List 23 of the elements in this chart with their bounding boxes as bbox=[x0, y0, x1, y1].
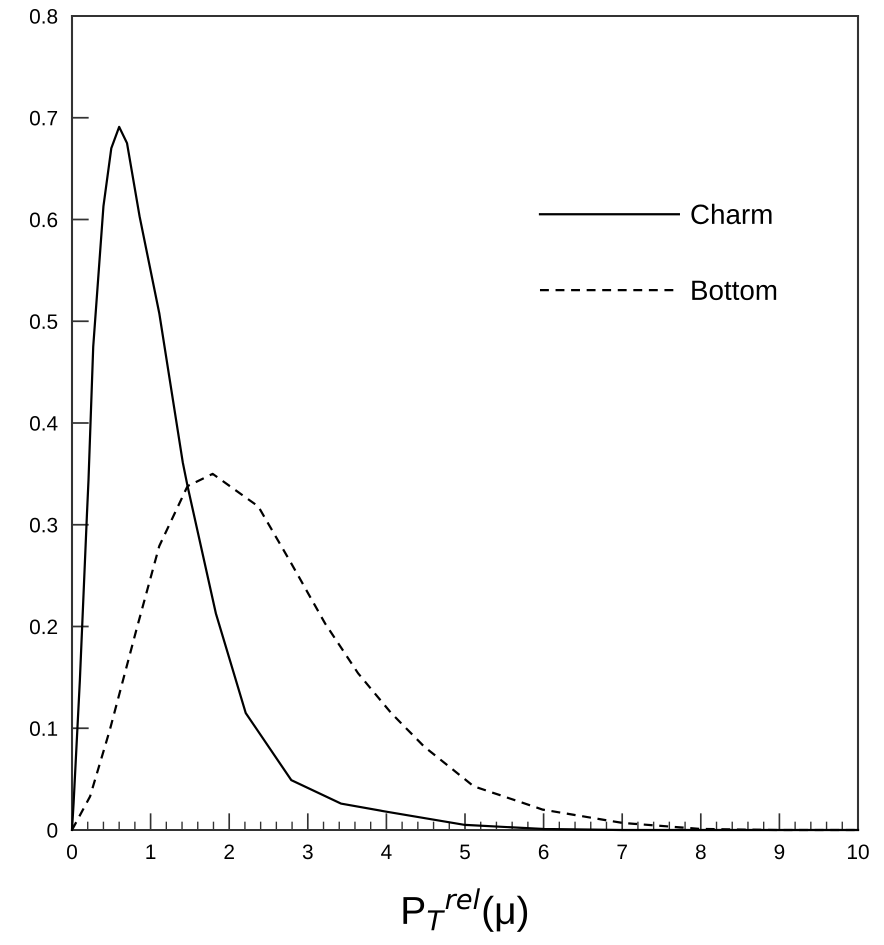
x-tick-label: 2 bbox=[224, 844, 234, 859]
y-tick-label: 0.8 bbox=[30, 9, 58, 24]
y-tick-label: 0.7 bbox=[30, 110, 58, 126]
y-tick-label: 0.6 bbox=[30, 212, 58, 228]
x-tick-label: 3 bbox=[302, 844, 313, 860]
y-tick-label: 0.3 bbox=[30, 518, 58, 533]
x-tick-label: 5 bbox=[460, 844, 470, 860]
x-tick-label: 0 bbox=[67, 844, 77, 860]
y-tick-label: 0.1 bbox=[30, 721, 58, 736]
x-tick-label: 9 bbox=[774, 844, 784, 860]
x-tick-label: 7 bbox=[617, 844, 627, 859]
x-tick-label: 4 bbox=[381, 844, 392, 859]
y-tick-label: 0 bbox=[47, 823, 58, 838]
x-tick-label: 8 bbox=[696, 844, 706, 860]
y-tick-label: 0.4 bbox=[30, 416, 58, 431]
legend-label: Charm bbox=[691, 204, 772, 224]
legend-label: Bottom bbox=[692, 280, 776, 300]
x-axis-title: P$_{T}$$^{rel}$(μ) bbox=[403, 888, 528, 932]
y-tick-label: 0.2 bbox=[30, 620, 58, 634]
x-tick-label: 6 bbox=[538, 844, 548, 860]
x-tick-label: 1 bbox=[146, 844, 156, 859]
y-tick-label: 0.5 bbox=[30, 314, 58, 330]
x-tick-label: 10 bbox=[848, 844, 869, 860]
